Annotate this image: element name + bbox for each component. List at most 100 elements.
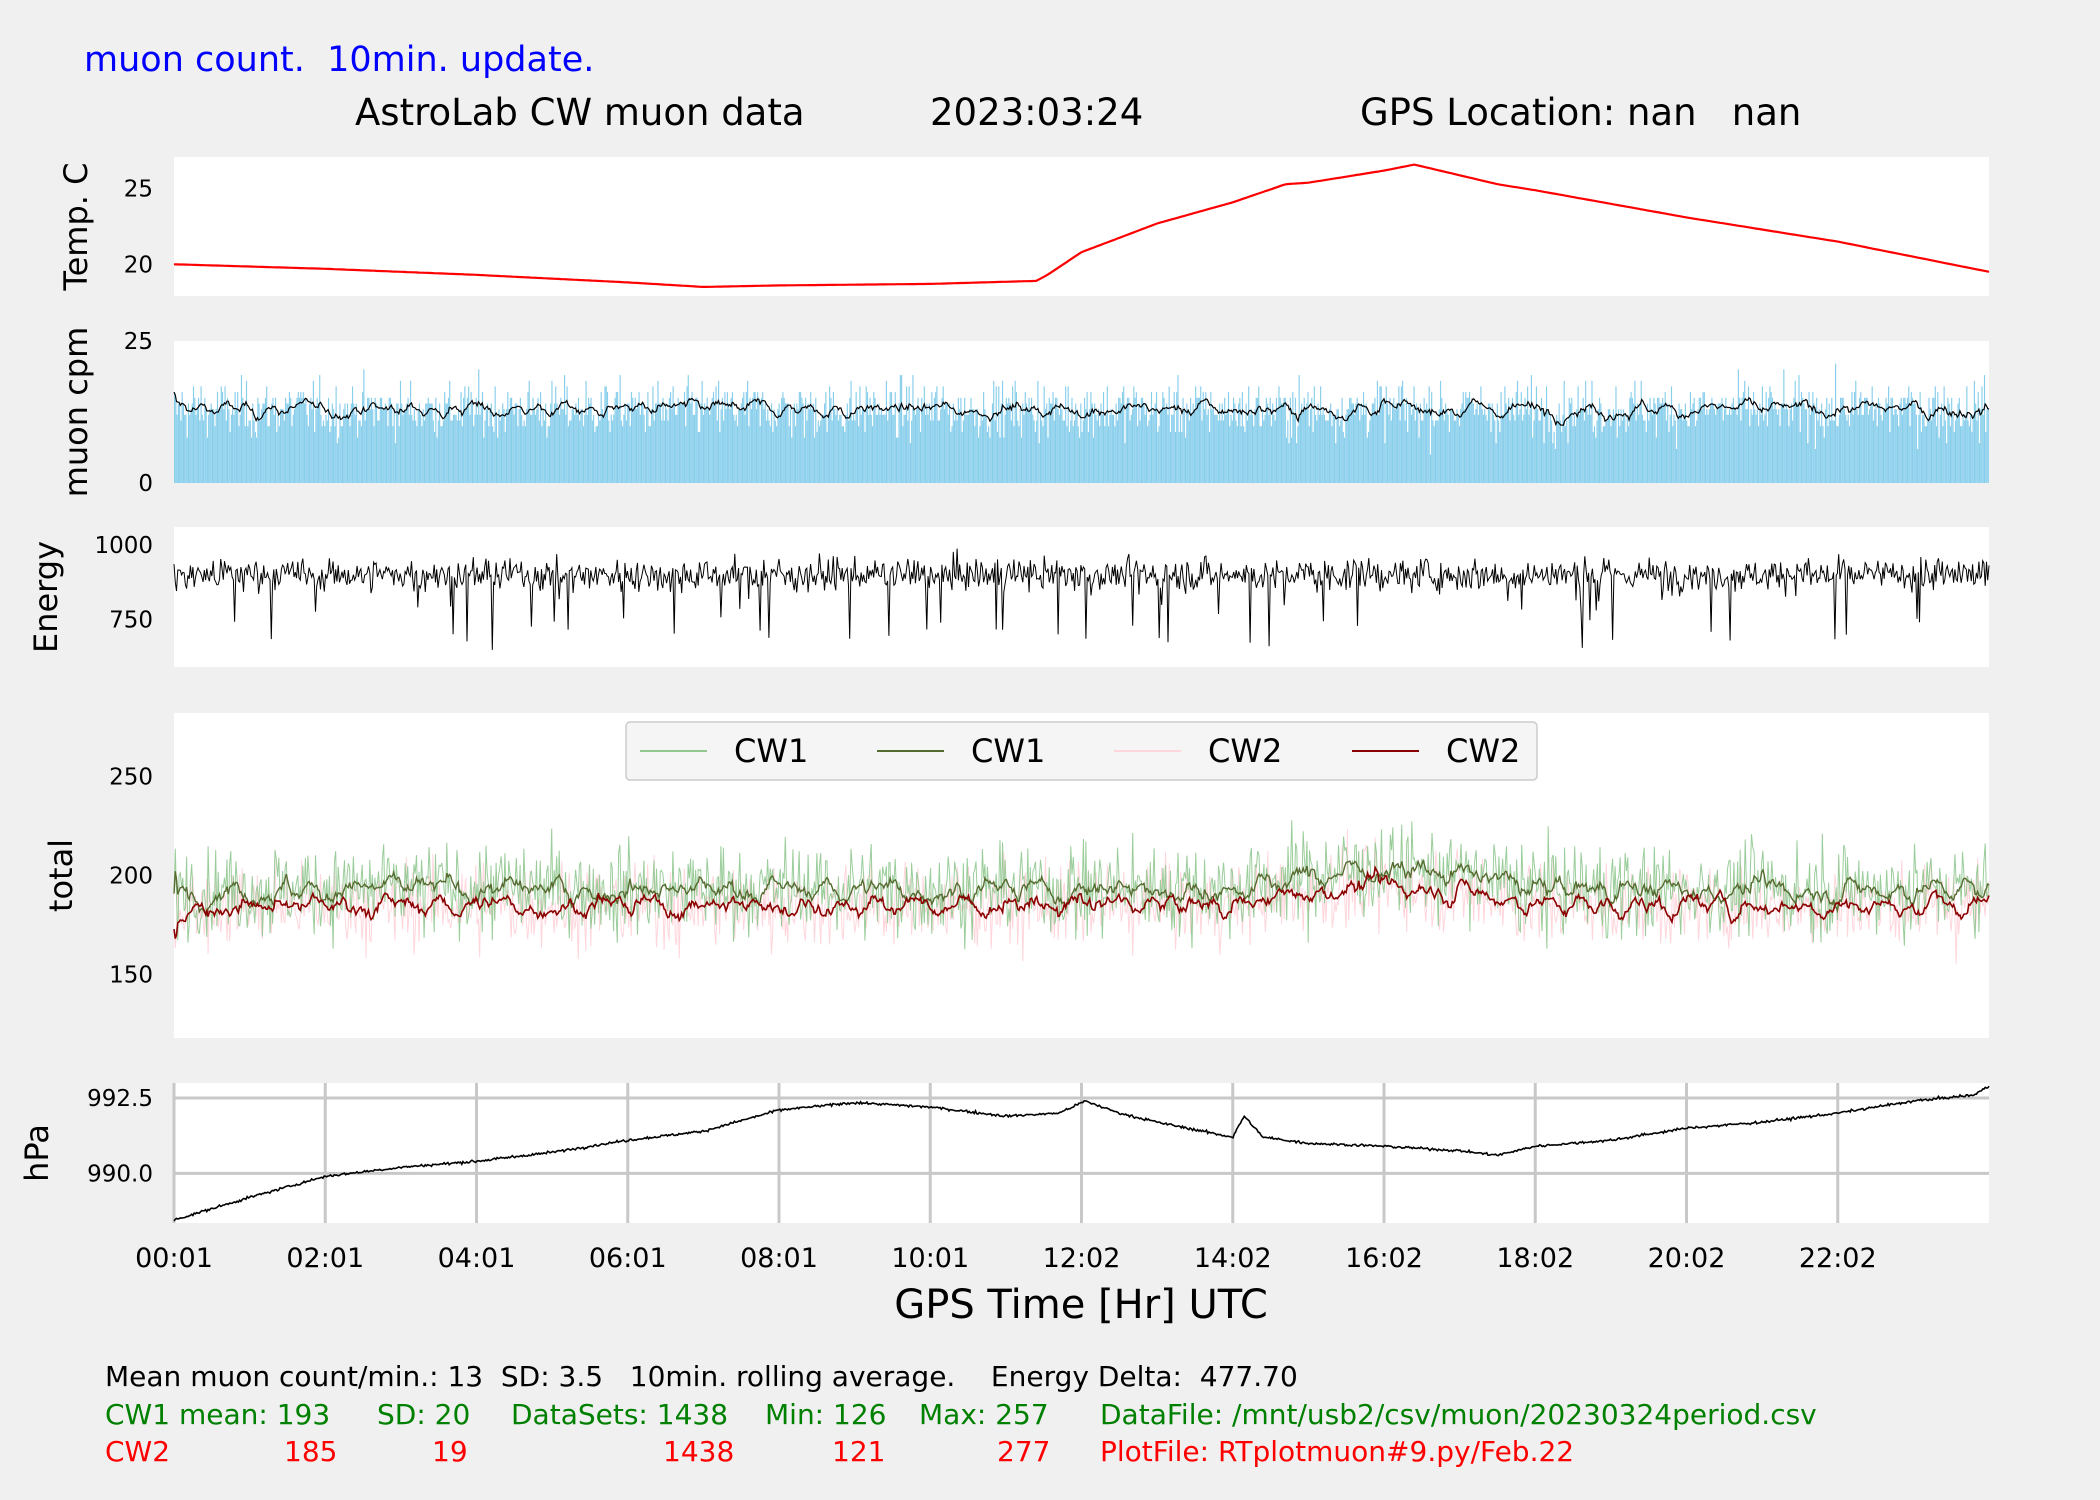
muon-cpm-bar xyxy=(1787,409,1789,483)
muon-cpm-bar xyxy=(1162,392,1164,483)
muon-cpm-bar xyxy=(532,397,534,483)
muon-cpm-bar xyxy=(844,431,846,483)
muon-cpm-bar xyxy=(1316,420,1318,483)
muon-cpm-bar xyxy=(1080,403,1082,483)
muon-cpm-bar xyxy=(989,437,991,483)
muon-cpm-bar xyxy=(1930,420,1933,483)
muon-cpm-bar xyxy=(784,403,787,483)
muon-cpm-bar xyxy=(1145,403,1148,483)
muon-cpm-bar xyxy=(1424,409,1426,483)
muon-cpm-bar xyxy=(518,409,520,483)
muon-cpm-bar xyxy=(895,437,898,483)
muon-cpm-bar xyxy=(1923,414,1925,483)
muon-cpm-bar xyxy=(1476,403,1478,483)
muon-cpm-bar xyxy=(967,414,970,483)
muon-cpm-bar xyxy=(627,403,629,483)
data-file: DataFile: /mnt/usb2/csv/muon/20230324per… xyxy=(1100,1398,1817,1431)
muon-cpm-bar xyxy=(1588,403,1591,483)
muon-cpm-bar xyxy=(1067,386,1069,483)
muon-cpm-bar xyxy=(798,392,800,483)
muon-cpm-bar xyxy=(542,409,544,483)
muon-cpm-bar xyxy=(1320,386,1322,483)
muon-cpm-bar xyxy=(1592,431,1594,483)
muon-cpm-bar xyxy=(268,426,270,483)
muon-cpm-bar xyxy=(1110,409,1112,483)
muon-cpm-bar xyxy=(1826,397,1828,483)
muon-cpm-bar xyxy=(943,409,946,483)
muon-cpm-bar xyxy=(344,403,346,483)
muon-cpm-bar xyxy=(1669,414,1671,483)
muon-cpm-bar xyxy=(1934,386,1936,483)
muon-cpm-bar xyxy=(408,414,410,483)
muon-cpm-bar xyxy=(1947,397,1949,483)
muon-cpm-bar xyxy=(1520,392,1522,483)
muon-cpm-bar xyxy=(1653,397,1655,483)
muon-cpm-bar xyxy=(1046,403,1048,483)
muon-cpm-bar xyxy=(1842,397,1844,483)
muon-cpm-bar xyxy=(1216,414,1218,483)
muon-cpm-bar xyxy=(1612,409,1615,483)
muon-cpm-bar xyxy=(697,431,699,483)
muon-cpm-bar xyxy=(1499,431,1501,483)
muon-cpm-bar xyxy=(1183,409,1185,483)
muon-cpm-bar xyxy=(889,392,891,483)
muon-cpm-bar xyxy=(480,403,482,483)
muon-cpm-bar xyxy=(415,420,417,483)
muon-cpm-bar xyxy=(208,414,210,483)
muon-cpm-bar xyxy=(1292,392,1294,483)
muon-cpm-bar xyxy=(1583,420,1585,483)
muon-cpm-bar xyxy=(1408,403,1410,483)
muon-cpm-bar xyxy=(1418,437,1420,483)
muon-cpm-bar xyxy=(705,409,707,483)
muon-cpm-bar xyxy=(1800,392,1803,483)
muon-cpm-bar xyxy=(428,403,431,483)
muon-cpm-bar xyxy=(402,414,404,483)
muon-cpm-bar xyxy=(1564,426,1567,483)
muon-cpm-bar xyxy=(752,397,754,483)
muon-cpm-bar xyxy=(1268,414,1270,483)
muon-cpm-bar xyxy=(1533,420,1535,483)
y-tick-label: 20 xyxy=(124,252,153,278)
cw2-mean: 185 xyxy=(284,1435,338,1468)
muon-cpm-bar xyxy=(543,420,545,483)
muon-cpm-bar xyxy=(454,414,456,483)
muon-cpm-bar xyxy=(540,392,542,483)
muon-cpm-bar xyxy=(1092,437,1094,483)
muon-cpm-bar xyxy=(547,426,549,483)
muon-cpm-bar xyxy=(1008,397,1010,483)
muon-cpm-bar xyxy=(1559,420,1561,483)
muon-cpm-bar xyxy=(1484,409,1486,483)
muon-cpm-bar xyxy=(1856,409,1858,483)
muon-cpm-bar xyxy=(1954,420,1957,483)
muon-cpm-bar xyxy=(403,409,405,483)
muon-cpm-bar xyxy=(1118,397,1120,483)
muon-cpm-bar xyxy=(805,397,807,483)
muon-cpm-bar xyxy=(980,414,982,483)
muon-cpm-bar xyxy=(1404,420,1406,483)
muon-cpm-bar xyxy=(1335,443,1337,483)
muon-cpm-bar xyxy=(629,426,631,483)
muon-cpm-bar xyxy=(425,403,427,483)
muon-cpm-bar xyxy=(1633,403,1635,483)
muon-cpm-bar xyxy=(1496,403,1498,483)
muon-cpm-bar xyxy=(1917,448,1919,483)
muon-cpm-bar xyxy=(1523,414,1525,483)
muon-cpm-bar xyxy=(1737,369,1739,483)
muon-cpm-bar xyxy=(899,375,901,483)
x-tick-label: 00:01 xyxy=(135,1243,213,1274)
muon-cpm-bar xyxy=(1962,414,1964,483)
muon-cpm-bar xyxy=(937,420,939,483)
muon-cpm-bar xyxy=(969,409,971,483)
muon-cpm-bar xyxy=(205,409,207,483)
muon-cpm-bar xyxy=(1779,426,1781,483)
muon-cpm-bar xyxy=(1278,386,1280,483)
muon-cpm-bar xyxy=(1946,443,1948,483)
muon-cpm-bar xyxy=(1630,392,1632,483)
muon-cpm-bar xyxy=(1503,414,1505,483)
muon-cpm-bar xyxy=(1591,380,1593,483)
muon-cpm-bar xyxy=(710,403,712,483)
muon-cpm-bar xyxy=(1345,414,1347,483)
muon-cpm-bar xyxy=(379,397,381,483)
muon-cpm-bar xyxy=(334,426,336,483)
muon-cpm-bar xyxy=(1043,386,1045,483)
